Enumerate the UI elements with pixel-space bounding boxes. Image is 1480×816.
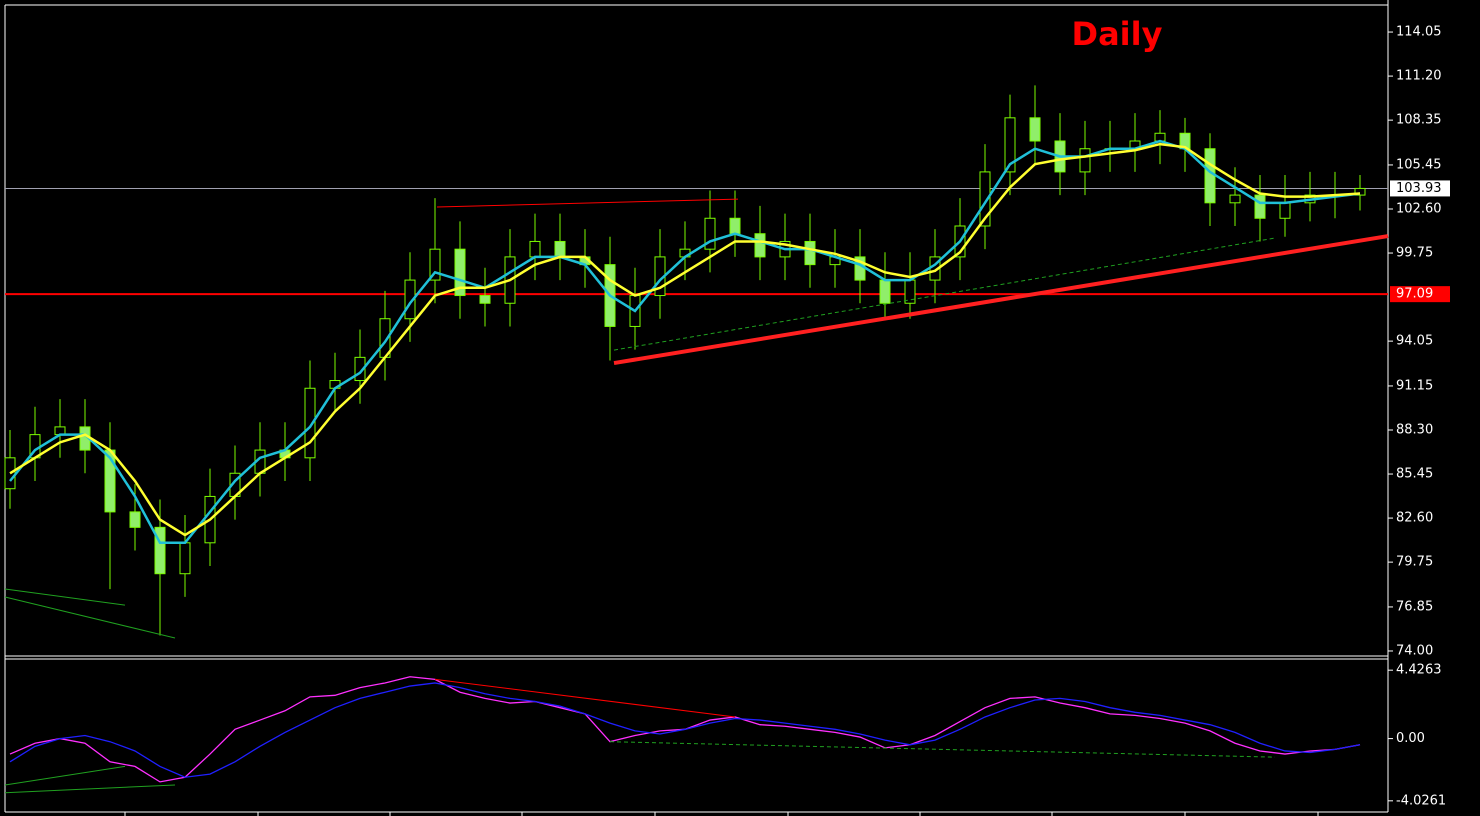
- y-tick-label: 88.30: [1396, 422, 1433, 437]
- candle-body: [554, 240, 566, 258]
- last-price-label: 103.93: [1396, 181, 1442, 196]
- candle-body: [704, 217, 716, 250]
- candle-body: [1029, 117, 1041, 142]
- candle-body: [1279, 202, 1291, 219]
- candle-body: [1254, 194, 1266, 219]
- y-tick-label: 108.35: [1396, 113, 1442, 128]
- candle-body: [404, 279, 416, 320]
- chart-title: Daily: [1072, 15, 1163, 53]
- candle-body: [1004, 117, 1016, 173]
- candle-body: [1229, 194, 1241, 204]
- candle-body: [754, 233, 766, 258]
- trend-line: [4, 784, 176, 794]
- y-tick-label: 114.05: [1396, 25, 1442, 40]
- line-series: [9, 682, 1361, 778]
- y-tick-label: 91.15: [1396, 378, 1433, 393]
- candle-body: [979, 171, 991, 227]
- y-tick-label: 74.00: [1396, 643, 1433, 658]
- level-label: 97.09: [1396, 287, 1433, 302]
- candle-body: [729, 217, 741, 235]
- trend-line: [4, 765, 126, 786]
- candle-body: [1204, 148, 1216, 204]
- trend-line: [613, 234, 1389, 366]
- candle-body: [129, 511, 141, 528]
- level-label-box: [1390, 286, 1450, 303]
- trend-line: [4, 596, 176, 639]
- candle-body: [804, 240, 816, 266]
- candle-body: [154, 526, 166, 575]
- candle-body: [1354, 187, 1366, 196]
- y-tick-label: -4.0261: [1396, 793, 1446, 808]
- candle-body: [179, 542, 191, 575]
- candle-body: [354, 356, 366, 382]
- line-series: [9, 139, 1361, 545]
- y-tick-label: 105.45: [1396, 157, 1442, 172]
- trend-line: [434, 678, 736, 718]
- y-tick-label: 94.05: [1396, 334, 1433, 349]
- y-tick-label: 111.20: [1396, 69, 1442, 84]
- y-tick-label: 82.60: [1396, 511, 1433, 526]
- last-price-box: [1390, 180, 1450, 197]
- trend-line: [609, 741, 1276, 758]
- candle-body: [879, 279, 891, 304]
- candle-body: [479, 295, 491, 304]
- y-tick-label: 102.60: [1396, 201, 1442, 216]
- candle-body: [304, 387, 316, 459]
- candle-body: [454, 248, 466, 297]
- candle-body: [429, 248, 441, 281]
- line-series: [9, 142, 1361, 537]
- candle-body: [529, 240, 541, 258]
- candle-body: [1079, 148, 1091, 173]
- y-tick-label: 0.00: [1396, 731, 1425, 746]
- trend-line: [4, 588, 126, 606]
- y-tick-label: 99.75: [1396, 246, 1433, 261]
- y-tick-label: 4.4263: [1396, 663, 1442, 678]
- y-tick-label: 76.85: [1396, 599, 1433, 614]
- trend-line: [436, 198, 739, 208]
- y-tick-label: 85.45: [1396, 467, 1433, 482]
- y-tick-label: 79.75: [1396, 555, 1433, 570]
